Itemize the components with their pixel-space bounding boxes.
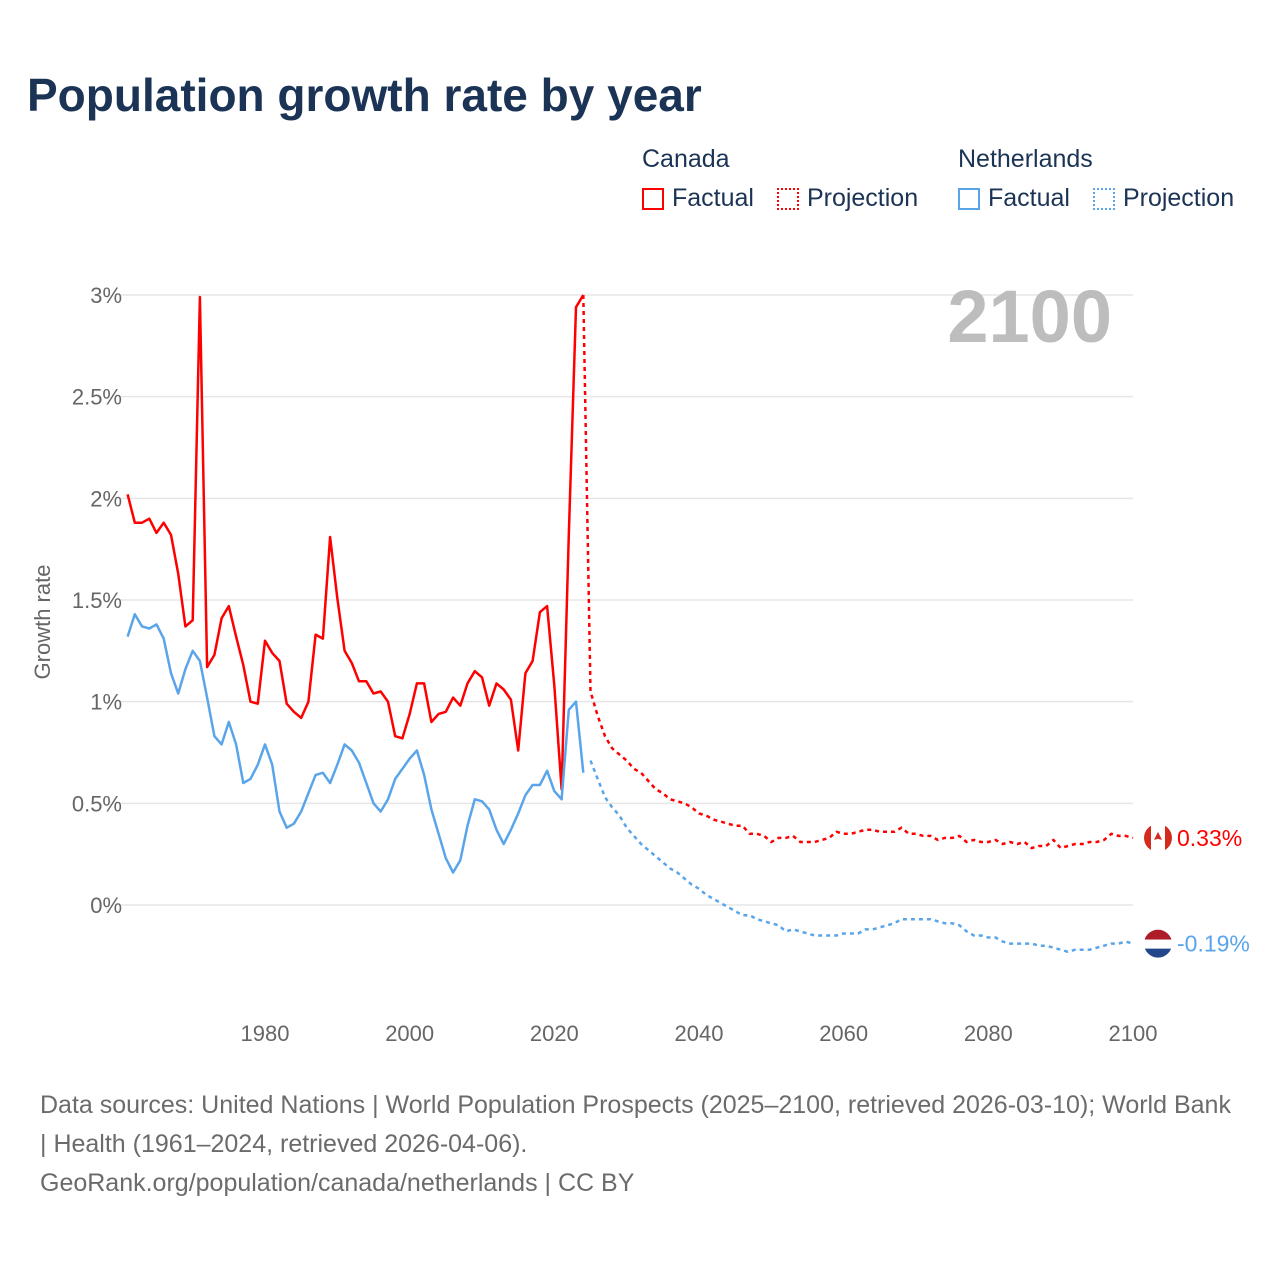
y-tick-label: 1% bbox=[90, 690, 122, 715]
x-tick-label: 2080 bbox=[964, 1021, 1013, 1046]
y-tick-label: 0% bbox=[90, 893, 122, 918]
credit-link[interactable]: GeoRank.org/population/canada/netherland… bbox=[40, 1169, 635, 1197]
y-tick-label: 2% bbox=[90, 486, 122, 511]
chart-title: Population growth rate by year bbox=[27, 69, 702, 121]
x-tick-label: 2060 bbox=[819, 1021, 868, 1046]
flag-red-left bbox=[1144, 823, 1151, 852]
legend-label: Projection bbox=[1122, 184, 1235, 212]
x-tick-label: 2000 bbox=[385, 1021, 434, 1046]
y-tick-label: 2.5% bbox=[72, 385, 122, 410]
x-tick-label: 2040 bbox=[675, 1021, 724, 1046]
y-tick-label: 0.5% bbox=[72, 791, 122, 816]
legend-label: Factual bbox=[672, 184, 754, 212]
legend-canada: Canada Factual Projection bbox=[642, 145, 934, 217]
end-value-label: 0.33% bbox=[1177, 825, 1242, 851]
flag-body bbox=[1144, 823, 1172, 852]
flag-red-right bbox=[1165, 823, 1172, 852]
legend-netherlands-projection[interactable]: Projection bbox=[1092, 184, 1235, 213]
maple-leaf-icon bbox=[1154, 831, 1162, 840]
series-line-netherlands-projection bbox=[589, 760, 1134, 954]
legend-canada-heading: Canada bbox=[642, 145, 730, 173]
end-value-label: -0.19% bbox=[1177, 931, 1250, 957]
series-line-netherlands-factual bbox=[126, 612, 585, 874]
solid-swatch-icon bbox=[958, 187, 980, 210]
series-line-canada-factual bbox=[126, 294, 585, 791]
canada-flag-icon bbox=[1144, 823, 1172, 852]
solid-swatch-icon bbox=[642, 187, 664, 210]
flag-body bbox=[1144, 929, 1172, 958]
x-tick-label: 2100 bbox=[1109, 1021, 1158, 1046]
legend-canada-factual[interactable]: Factual bbox=[642, 184, 754, 213]
series-line-canada-projection bbox=[582, 294, 1134, 850]
current-year-label: 2100 bbox=[947, 275, 1112, 358]
flag-red bbox=[1144, 929, 1172, 940]
x-tick-label: 2020 bbox=[530, 1021, 579, 1046]
netherlands-flag-icon bbox=[1144, 929, 1172, 958]
y-axis-label: Growth rate bbox=[30, 565, 55, 680]
flag-blue bbox=[1144, 948, 1172, 958]
flag-white bbox=[1144, 939, 1172, 949]
x-tick-label: 1980 bbox=[241, 1021, 290, 1046]
legend-netherlands: Netherlands Factual Projection bbox=[958, 145, 1234, 217]
dotted-swatch-icon bbox=[1092, 187, 1115, 210]
legend-label: Projection bbox=[806, 184, 919, 212]
footer: Data sources: United Nations | World Pop… bbox=[40, 1086, 1240, 1203]
legend-canada-projection[interactable]: Projection bbox=[776, 184, 919, 213]
y-tick-label: 1.5% bbox=[72, 588, 122, 613]
legend-netherlands-heading: Netherlands bbox=[958, 145, 1093, 173]
data-sources: Data sources: United Nations | World Pop… bbox=[40, 1091, 1231, 1158]
legend-netherlands-factual[interactable]: Factual bbox=[958, 184, 1070, 213]
legend-label: Factual bbox=[988, 184, 1070, 212]
y-tick-label: 3% bbox=[90, 283, 122, 308]
dotted-swatch-icon bbox=[776, 187, 799, 210]
